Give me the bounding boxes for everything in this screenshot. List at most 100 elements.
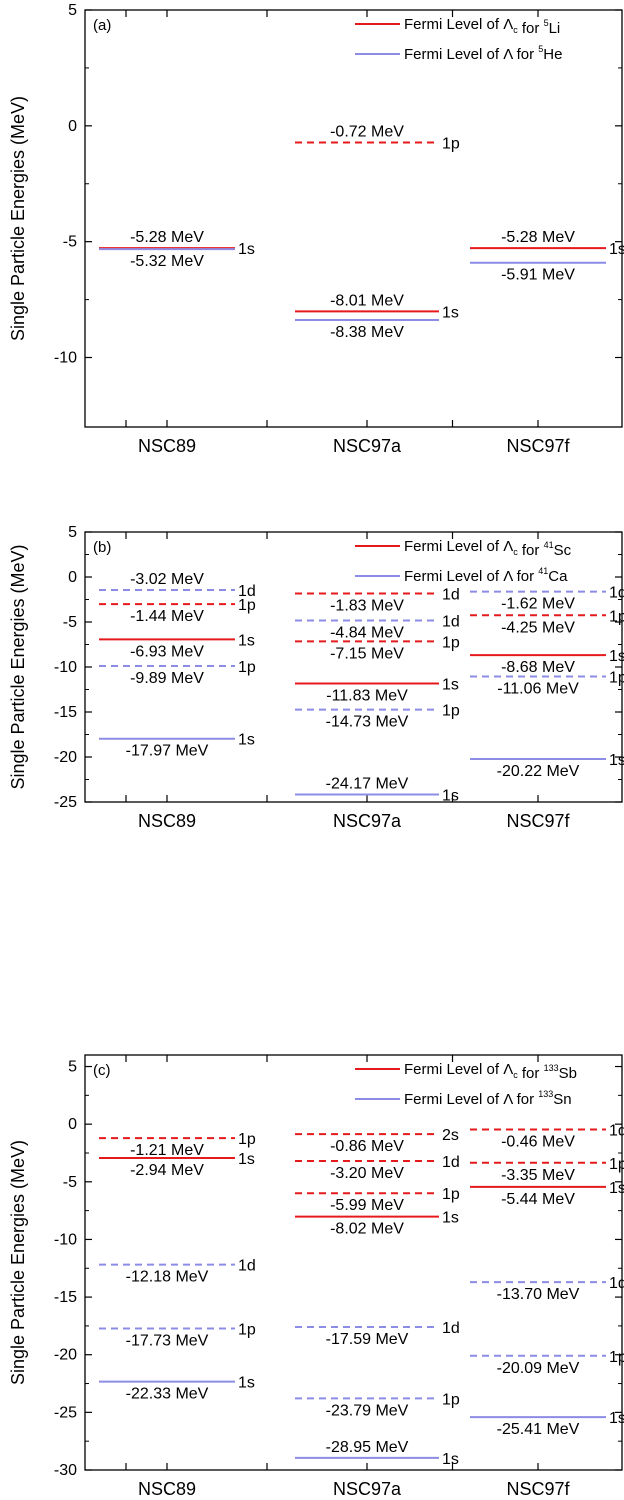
orbital-label: 1p bbox=[238, 1131, 256, 1148]
y-tick-label: -5 bbox=[63, 1174, 77, 1191]
orbital-label: 1p bbox=[238, 597, 256, 614]
y-tick-label: -10 bbox=[54, 1231, 77, 1248]
orbital-label: 1p bbox=[442, 634, 460, 651]
level-value-label: -1.21 MeV bbox=[130, 1142, 204, 1159]
level-value-label: -17.73 MeV bbox=[126, 1333, 209, 1350]
orbital-label: 1p bbox=[609, 608, 624, 625]
level-value-label: -17.59 MeV bbox=[326, 1331, 409, 1348]
orbital-label: 1s bbox=[238, 632, 255, 649]
y-tick-label: -20 bbox=[54, 749, 77, 766]
orbital-label: 1s bbox=[609, 752, 624, 769]
level-value-label: -5.44 MeV bbox=[501, 1191, 575, 1208]
orbital-label: 1s bbox=[609, 241, 624, 258]
y-axis-title: Single Particle Energies (MeV) bbox=[8, 96, 28, 341]
y-tick-label: 0 bbox=[68, 569, 77, 586]
y-tick-label: 5 bbox=[68, 524, 77, 541]
orbital-label: 1d bbox=[609, 585, 624, 602]
y-tick-label: 5 bbox=[68, 1059, 77, 1076]
orbital-label: 1s bbox=[442, 676, 459, 693]
category-label-nsc97a: NSC97a bbox=[333, 1479, 402, 1499]
panel-1: 5 0 -5 -10 NSC89 NSC97a NSC97f Single Particle … bbox=[8, 2, 624, 456]
level-value-label: -2.94 MeV bbox=[130, 1162, 204, 1179]
panel-3: 5 0 -5 -10 -15 -20 -25 -30 NSC89 NSC97a NSC97f Sing… bbox=[8, 1054, 624, 1499]
level-value-label: -5.28 MeV bbox=[501, 229, 575, 246]
level-value-label: -4.84 MeV bbox=[330, 625, 404, 642]
level-value-label: -24.17 MeV bbox=[326, 776, 409, 793]
level-value-label: -5.99 MeV bbox=[330, 1197, 404, 1214]
orbital-label: 1d bbox=[238, 1258, 256, 1275]
level-value-label: -5.32 MeV bbox=[130, 253, 204, 270]
level-value-label: -1.44 MeV bbox=[130, 608, 204, 625]
level-value-label: -8.68 MeV bbox=[501, 659, 575, 676]
level-value-label: -11.83 MeV bbox=[326, 687, 408, 704]
category-label-nsc97f: NSC97f bbox=[506, 1479, 570, 1499]
orbital-label: 1s bbox=[609, 1410, 624, 1427]
y-tick-label: -15 bbox=[54, 1289, 77, 1306]
orbital-label: 1d bbox=[442, 614, 460, 631]
level-value-label: -1.83 MeV bbox=[330, 597, 404, 614]
category-label-nsc97a: NSC97a bbox=[333, 811, 402, 831]
level-value-label: -20.09 MeV bbox=[497, 1360, 580, 1377]
level-value-label: -8.38 MeV bbox=[330, 324, 404, 341]
level-value-label: -14.73 MeV bbox=[326, 714, 409, 731]
level-value-label: -0.86 MeV bbox=[330, 1138, 404, 1155]
category-label-nsc89: NSC89 bbox=[138, 811, 196, 831]
y-tick-label: -5 bbox=[63, 614, 77, 631]
orbital-label: 1d bbox=[609, 1122, 624, 1139]
level-value-label: -17.97 MeV bbox=[126, 743, 209, 760]
plot-frame bbox=[84, 1054, 623, 1471]
level-value-label: -9.89 MeV bbox=[130, 670, 204, 687]
level-value-label: -4.25 MeV bbox=[501, 619, 575, 636]
orbital-label: 1s bbox=[442, 1210, 459, 1227]
orbital-label: 1p bbox=[442, 1391, 460, 1408]
orbital-label: 1p bbox=[238, 1322, 256, 1339]
legend-entry-lambda_c: Fermi Level of Λc for 5Li bbox=[404, 16, 560, 37]
level-value-label: -8.01 MeV bbox=[330, 292, 404, 309]
y-tick-label: -15 bbox=[54, 704, 77, 721]
level-value-label: -6.93 MeV bbox=[130, 643, 204, 660]
level-value-label: -3.20 MeV bbox=[330, 1165, 404, 1182]
legend-entry-lambda: Fermi Level of Λ for 5He bbox=[404, 44, 562, 63]
panel-tag: (c) bbox=[93, 1062, 111, 1079]
plot-frame bbox=[84, 9, 623, 428]
level-value-label: -8.02 MeV bbox=[330, 1221, 404, 1238]
y-tick-label: -20 bbox=[54, 1347, 77, 1364]
orbital-label: 1p bbox=[609, 1349, 624, 1366]
level-value-label: -1.62 MeV bbox=[501, 596, 575, 613]
y-tick-label: 0 bbox=[68, 118, 77, 135]
orbital-label: 1d bbox=[442, 1320, 460, 1337]
orbital-label: 1d bbox=[238, 583, 256, 600]
level-value-label: -0.46 MeV bbox=[501, 1133, 575, 1150]
legend-entry-lambda_c: Fermi Level of Λc for 41Sc bbox=[404, 538, 572, 559]
orbital-label: 1d bbox=[609, 1275, 624, 1292]
y-tick-label: -5 bbox=[63, 234, 77, 251]
level-value-label: -7.15 MeV bbox=[330, 645, 404, 662]
y-tick-label: -25 bbox=[54, 794, 77, 811]
level-value-label: -20.22 MeV bbox=[497, 763, 580, 780]
orbital-label: 1p bbox=[442, 136, 460, 153]
orbital-label: 1s bbox=[442, 1451, 459, 1468]
y-tick-label: -10 bbox=[54, 659, 77, 676]
orbital-label: 1s bbox=[609, 1180, 624, 1197]
orbital-label: 1s bbox=[238, 1375, 255, 1392]
category-label-nsc97a: NSC97a bbox=[333, 436, 402, 456]
category-label-nsc97f: NSC97f bbox=[506, 436, 570, 456]
legend-entry-lambda_c: Fermi Level of Λc for 133Sb bbox=[404, 1061, 577, 1082]
y-tick-label: -10 bbox=[54, 350, 77, 367]
category-label-nsc97f: NSC97f bbox=[506, 811, 570, 831]
orbital-label: 1s bbox=[238, 241, 255, 258]
orbital-label: 1p bbox=[609, 670, 624, 687]
panel-tag: (b) bbox=[93, 539, 111, 556]
orbital-label: 1p bbox=[442, 703, 460, 720]
legend-entry-lambda: Fermi Level of Λ for 41Ca bbox=[404, 566, 568, 585]
level-value-label: -11.06 MeV bbox=[497, 681, 579, 698]
orbital-label: 1p bbox=[609, 1156, 624, 1173]
y-axis-title: Single Particle Energies (MeV) bbox=[8, 1140, 28, 1385]
level-value-label: -3.35 MeV bbox=[501, 1167, 575, 1184]
level-value-label: -13.70 MeV bbox=[497, 1286, 580, 1303]
level-value-label: -3.02 MeV bbox=[130, 571, 204, 588]
orbital-label: 1d bbox=[442, 1154, 460, 1171]
category-label-nsc89: NSC89 bbox=[138, 1479, 196, 1499]
level-value-label: -12.18 MeV bbox=[126, 1269, 209, 1286]
